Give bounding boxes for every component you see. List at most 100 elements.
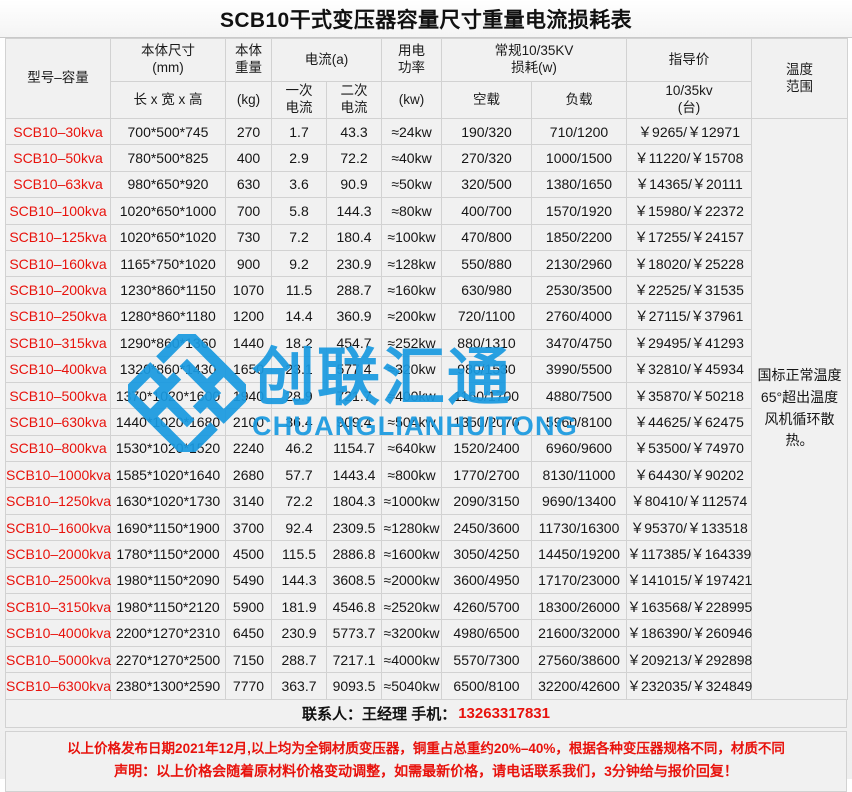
cell-power: ≈160kw bbox=[381, 276, 442, 304]
col-header-size-label: 本体尺寸 bbox=[141, 43, 195, 59]
cell-load-loss: 1380/1650 bbox=[530, 170, 628, 199]
cell-load-loss: 2130/2960 bbox=[530, 249, 628, 278]
cell-size: 780*500*825 bbox=[110, 144, 226, 172]
cell-size: 2380*1300*2590 bbox=[110, 672, 226, 700]
sub-header-power-unit: (kw) bbox=[381, 81, 442, 119]
cell-secondary-current: 909.4 bbox=[326, 408, 382, 436]
cell-noload-loss: 1520/2400 bbox=[441, 434, 532, 463]
cell-price: ￥27115/￥37961 bbox=[626, 302, 753, 331]
cell-model: SCB10–30kva bbox=[5, 117, 111, 146]
col-header-loss-l1: 常规10/35KV bbox=[494, 43, 574, 59]
cell-noload-loss: 3050/4250 bbox=[441, 540, 532, 568]
cell-power: ≈252kw bbox=[381, 329, 442, 357]
cell-power: ≈24kw bbox=[381, 117, 442, 146]
cell-price: ￥80410/￥112574 bbox=[626, 487, 753, 515]
cell-power: ≈100kw bbox=[381, 223, 442, 251]
cell-price: ￥117385/￥164339 bbox=[626, 540, 753, 568]
cell-weight: 630 bbox=[225, 170, 272, 199]
table-row: SCB10–200kva 1230*860*1150 1070 11.5 288.7 ≈1… bbox=[5, 276, 848, 304]
cell-price: ￥163568/￥228995 bbox=[626, 593, 752, 621]
cell-load-loss: 2530/3500 bbox=[530, 276, 628, 304]
cell-secondary-current: 180.4 bbox=[326, 223, 382, 251]
cell-load-loss: 9690/13400 bbox=[530, 487, 628, 515]
cell-price: ￥29495/￥41293 bbox=[626, 329, 753, 357]
cell-power: ≈320kw bbox=[381, 355, 442, 383]
cell-secondary-current: 721.7 bbox=[326, 381, 382, 410]
cell-primary-current: 23.1 bbox=[271, 355, 327, 383]
cell-price: ￥22525/￥31535 bbox=[626, 276, 753, 304]
cell-primary-current: 363.7 bbox=[271, 672, 327, 700]
cell-model: SCB10–100kva bbox=[5, 197, 111, 225]
cell-noload-loss: 400/700 bbox=[441, 197, 532, 225]
cell-secondary-current: 144.3 bbox=[326, 197, 382, 225]
cell-primary-current: 7.2 bbox=[271, 223, 327, 251]
cell-load-loss: 14450/19200 bbox=[530, 540, 628, 568]
table-row: SCB10–400kva 1320*860*1430 1650 23.1 577.4 ≈3… bbox=[5, 355, 848, 383]
cell-price: ￥95370/￥133518 bbox=[626, 513, 753, 542]
cell-noload-loss: 6500/8100 bbox=[441, 672, 532, 700]
cell-noload-loss: 1770/2700 bbox=[441, 461, 532, 489]
cell-load-loss: 18300/26000 bbox=[530, 593, 628, 621]
cell-price: ￥17255/￥24157 bbox=[626, 223, 753, 251]
cell-weight: 270 bbox=[225, 117, 272, 146]
cell-model: SCB10–50kva bbox=[5, 144, 111, 172]
col-header-loss-l2: 损耗(w) bbox=[511, 60, 557, 75]
cell-power: ≈40kw bbox=[381, 144, 442, 172]
cell-secondary-current: 43.3 bbox=[326, 117, 382, 146]
cell-price: ￥141015/￥197421 bbox=[626, 566, 752, 595]
cell-weight: 4500 bbox=[225, 540, 272, 568]
cell-size: 1020*650*1020 bbox=[110, 223, 226, 251]
cell-power: ≈4000kw bbox=[381, 645, 442, 674]
table-row: SCB10–160kva 1165*750*1020 900 9.2 230.9 ≈128… bbox=[5, 249, 848, 278]
cell-price: ￥11220/￥15708 bbox=[626, 144, 753, 172]
cell-model: SCB10–6300kva bbox=[5, 672, 111, 700]
sub-header-price-unit: 10/35kv (台) bbox=[626, 81, 753, 119]
cell-price: ￥35870/￥50218 bbox=[626, 381, 753, 410]
spec-table: 型号–容量 本体尺寸 (mm) 本体 重量 电流(a) 用电 功率 常规10/3… bbox=[5, 38, 849, 700]
cell-size: 1280*860*1180 bbox=[110, 302, 226, 331]
col-header-power: 用电 功率 bbox=[381, 38, 442, 82]
cell-weight: 7150 bbox=[225, 645, 272, 674]
cell-primary-current: 181.9 bbox=[271, 593, 327, 621]
cell-primary-current: 5.8 bbox=[271, 197, 327, 225]
cell-model: SCB10–400kva bbox=[5, 355, 111, 383]
cell-noload-loss: 2450/3600 bbox=[441, 513, 532, 542]
cell-price: ￥64430/￥90202 bbox=[626, 461, 753, 489]
cell-size: 1530*1020*1520 bbox=[110, 434, 226, 463]
cell-noload-loss: 5570/7300 bbox=[441, 645, 532, 674]
notice-line-2: 声明：以上价格会随着原材料价格变动调整，如需最新价格，请电话联系我们，3分钟给与… bbox=[114, 762, 738, 779]
cell-model: SCB10–5000kva bbox=[5, 645, 111, 674]
cell-noload-loss: 550/880 bbox=[441, 249, 532, 278]
table-row: SCB10–630kva 1440*1020*1680 2100 36.4 909.4 ≈… bbox=[5, 408, 848, 436]
cell-size: 1320*860*1430 bbox=[110, 355, 226, 383]
cell-noload-loss: 270/320 bbox=[441, 144, 532, 172]
cell-primary-current: 144.3 bbox=[271, 566, 327, 595]
cell-load-loss: 5960/8100 bbox=[530, 408, 628, 436]
cell-primary-current: 2.9 bbox=[271, 144, 327, 172]
cell-secondary-current: 3608.5 bbox=[326, 566, 382, 595]
sub-header-primary-current: 一次 电流 bbox=[271, 81, 327, 119]
cell-model: SCB10–63kva bbox=[5, 170, 111, 199]
cell-noload-loss: 320/500 bbox=[441, 170, 532, 199]
cell-weight: 1070 bbox=[225, 276, 272, 304]
contact-label: 联系人：王经理 手机： bbox=[302, 705, 457, 723]
cell-primary-current: 28.9 bbox=[271, 381, 327, 410]
cell-size: 980*650*920 bbox=[110, 170, 226, 199]
cell-model: SCB10–250kva bbox=[5, 302, 111, 331]
cell-power: ≈400kw bbox=[381, 381, 442, 410]
cell-power: ≈128kw bbox=[381, 249, 442, 278]
table-row: SCB10–30kva 700*500*745 270 1.7 43.3 ≈24kw 190… bbox=[5, 117, 849, 700]
cell-noload-loss: 880/1310 bbox=[441, 329, 532, 357]
cell-weight: 2680 bbox=[225, 461, 272, 489]
cell-load-loss: 710/1200 bbox=[530, 117, 628, 146]
cell-model: SCB10–315kva bbox=[5, 329, 111, 357]
table-row: SCB10–1250kva 1630*1020*1730 3140 72.2 1804.… bbox=[5, 487, 848, 515]
cell-secondary-current: 2886.8 bbox=[326, 540, 382, 568]
cell-primary-current: 11.5 bbox=[271, 276, 327, 304]
cell-price: ￥186390/￥260946 bbox=[626, 619, 752, 647]
cell-primary-current: 36.4 bbox=[271, 408, 327, 436]
cell-weight: 6450 bbox=[225, 619, 272, 647]
table-head: 型号–容量 本体尺寸 (mm) 本体 重量 电流(a) 用电 功率 常规10/3… bbox=[5, 38, 849, 119]
cell-weight: 1650 bbox=[225, 355, 272, 383]
contact-bar: 联系人：王经理 手机： 13263317831 bbox=[5, 699, 847, 728]
